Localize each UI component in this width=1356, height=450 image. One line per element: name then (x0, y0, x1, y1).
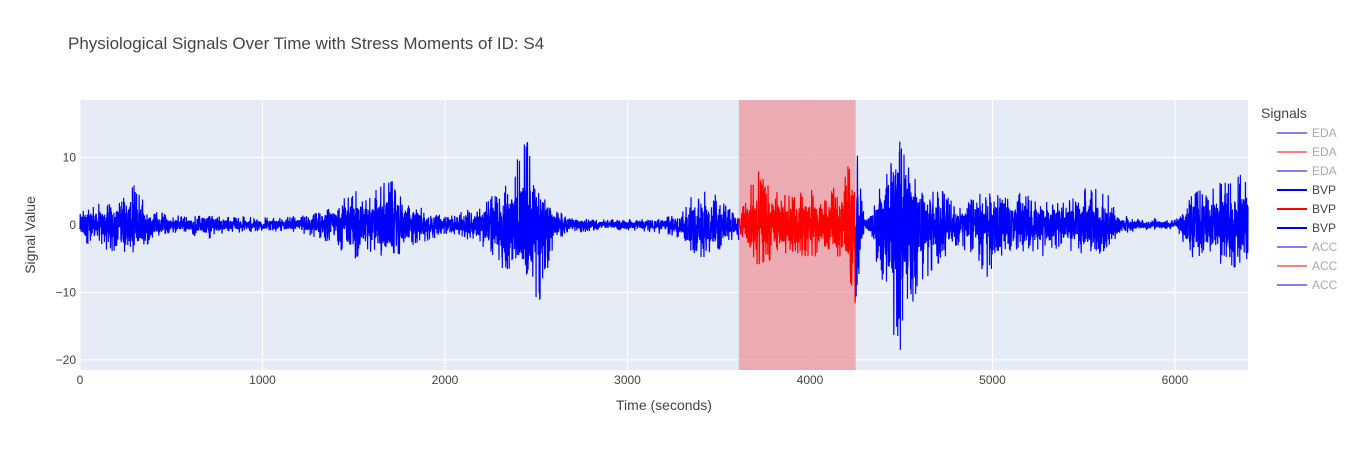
x-tick-label: 1000 (249, 373, 276, 387)
legend-label: BVP (1312, 183, 1336, 197)
x-tick-label: 6000 (1162, 373, 1189, 387)
legend-title: Signals (1261, 105, 1307, 121)
chart-title: Physiological Signals Over Time with Str… (68, 34, 544, 53)
bvp-series-before-stress (79, 142, 740, 300)
legend-item-acc[interactable]: ACC (1277, 259, 1338, 273)
legend-label: EDA (1312, 164, 1337, 178)
legend-label: ACC (1312, 240, 1338, 254)
x-tick-label: 0 (77, 373, 84, 387)
legend-item-eda[interactable]: EDA (1277, 126, 1337, 140)
x-axis-title: Time (seconds) (616, 397, 712, 413)
legend-item-bvp[interactable]: BVP (1277, 221, 1336, 235)
legend-label: BVP (1312, 202, 1336, 216)
y-tick-label: −20 (56, 353, 77, 367)
y-tick-label: −10 (56, 285, 77, 299)
legend-label: ACC (1312, 278, 1338, 292)
legend-item-bvp[interactable]: BVP (1277, 183, 1336, 197)
x-tick-label: 5000 (979, 373, 1006, 387)
x-tick-labels: 0 1000 2000 3000 4000 5000 6000 (77, 373, 1189, 387)
legend-item-bvp[interactable]: BVP (1277, 202, 1336, 216)
x-tick-label: 3000 (614, 373, 641, 387)
y-tick-label: 10 (63, 150, 77, 164)
bvp-series-after-stress (855, 141, 1249, 350)
legend-label: ACC (1312, 259, 1338, 273)
signal-traces (79, 141, 1249, 350)
legend-item-eda[interactable]: EDA (1277, 145, 1337, 159)
legend-label: EDA (1312, 145, 1337, 159)
y-tick-label: 0 (69, 218, 76, 232)
legend-item-acc[interactable]: ACC (1277, 278, 1338, 292)
plot-background (80, 100, 1248, 370)
legend-label: EDA (1312, 126, 1337, 140)
y-tick-labels: −20 −10 0 10 (56, 150, 77, 367)
legend-item-eda[interactable]: EDA (1277, 164, 1337, 178)
y-axis-title: Signal Value (22, 196, 38, 274)
bvp-series-stress (738, 166, 857, 304)
x-tick-label: 4000 (797, 373, 824, 387)
legend-label: BVP (1312, 221, 1336, 235)
legend-item-acc[interactable]: ACC (1277, 240, 1338, 254)
legend[interactable]: EDA EDA EDA BVP BVP BVP ACC ACC ACC (1277, 126, 1338, 292)
x-tick-label: 2000 (432, 373, 459, 387)
